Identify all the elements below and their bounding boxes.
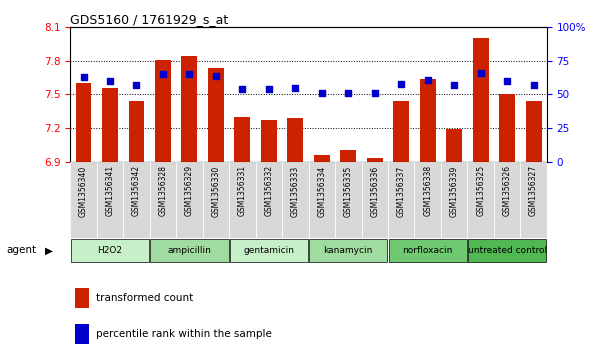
Text: GSM1356338: GSM1356338 [423,166,432,216]
Point [502,78,512,84]
Bar [499,94,515,162]
Bar [97,162,123,238]
Text: norfloxacin: norfloxacin [403,246,453,255]
Bar [309,239,387,262]
Bar [521,162,547,238]
Bar [150,239,229,262]
Text: GSM1356335: GSM1356335 [344,166,353,217]
Bar [494,162,521,238]
Bar [388,162,414,238]
Text: GSM1356336: GSM1356336 [370,166,379,217]
Text: GSM1356329: GSM1356329 [185,166,194,216]
Text: H2O2: H2O2 [98,246,122,255]
Bar [340,150,356,162]
Bar [128,101,144,162]
Point [105,78,115,84]
Bar [229,162,255,238]
Bar [367,158,382,162]
Bar [261,120,277,162]
Bar [102,87,118,162]
Text: GDS5160 / 1761929_s_at: GDS5160 / 1761929_s_at [70,13,229,26]
Text: GSM1356326: GSM1356326 [503,166,511,216]
Text: GSM1356332: GSM1356332 [265,166,273,216]
Bar [70,162,97,238]
Text: GSM1356328: GSM1356328 [158,166,167,216]
Point [370,90,379,96]
Point [423,77,433,82]
Bar [150,162,176,238]
Bar [362,162,388,238]
Text: GSM1356341: GSM1356341 [106,166,114,216]
Text: GSM1356331: GSM1356331 [238,166,247,216]
Point [158,71,168,77]
Bar [446,129,462,162]
Text: GSM1356337: GSM1356337 [397,166,406,217]
Text: ▶: ▶ [45,245,53,256]
Bar [420,79,436,162]
Bar [123,162,150,238]
Text: agent: agent [6,245,36,256]
Bar [176,162,203,238]
Text: GSM1356339: GSM1356339 [450,166,459,217]
Bar [76,83,92,162]
Bar [314,155,330,162]
Bar [468,239,546,262]
Text: transformed count: transformed count [97,293,194,303]
Bar [414,162,441,238]
Text: GSM1356334: GSM1356334 [317,166,326,217]
Bar [309,162,335,238]
Bar [335,162,362,238]
Bar [255,162,282,238]
Point [397,81,406,86]
Bar [230,239,308,262]
Bar [235,117,251,162]
Text: GSM1356340: GSM1356340 [79,166,88,217]
Text: GSM1356330: GSM1356330 [211,166,221,217]
Point [476,70,486,76]
Bar [467,162,494,238]
Point [238,86,247,92]
Bar [71,239,149,262]
Bar [208,68,224,162]
Point [317,90,327,96]
Bar [155,60,171,162]
Point [290,85,300,90]
Bar [473,38,489,162]
Text: GSM1356327: GSM1356327 [529,166,538,216]
Bar [441,162,467,238]
Point [449,82,459,88]
Bar [203,162,229,238]
Point [185,71,194,77]
Bar [525,101,541,162]
Bar [75,324,89,344]
Text: gentamicin: gentamicin [243,246,295,255]
Bar [181,56,197,162]
Bar [287,118,303,162]
Point [343,90,353,96]
Text: kanamycin: kanamycin [324,246,373,255]
Point [211,73,221,78]
Point [79,74,89,80]
Text: GSM1356333: GSM1356333 [291,166,300,217]
Point [529,82,538,88]
Text: untreated control: untreated control [467,246,547,255]
Point [131,82,141,88]
Bar [282,162,309,238]
Text: percentile rank within the sample: percentile rank within the sample [97,329,273,339]
Bar [389,239,467,262]
Point [264,86,274,92]
Text: GSM1356325: GSM1356325 [476,166,485,216]
Text: ampicillin: ampicillin [167,246,211,255]
Text: GSM1356342: GSM1356342 [132,166,141,216]
Bar [393,101,409,162]
Bar [75,288,89,308]
